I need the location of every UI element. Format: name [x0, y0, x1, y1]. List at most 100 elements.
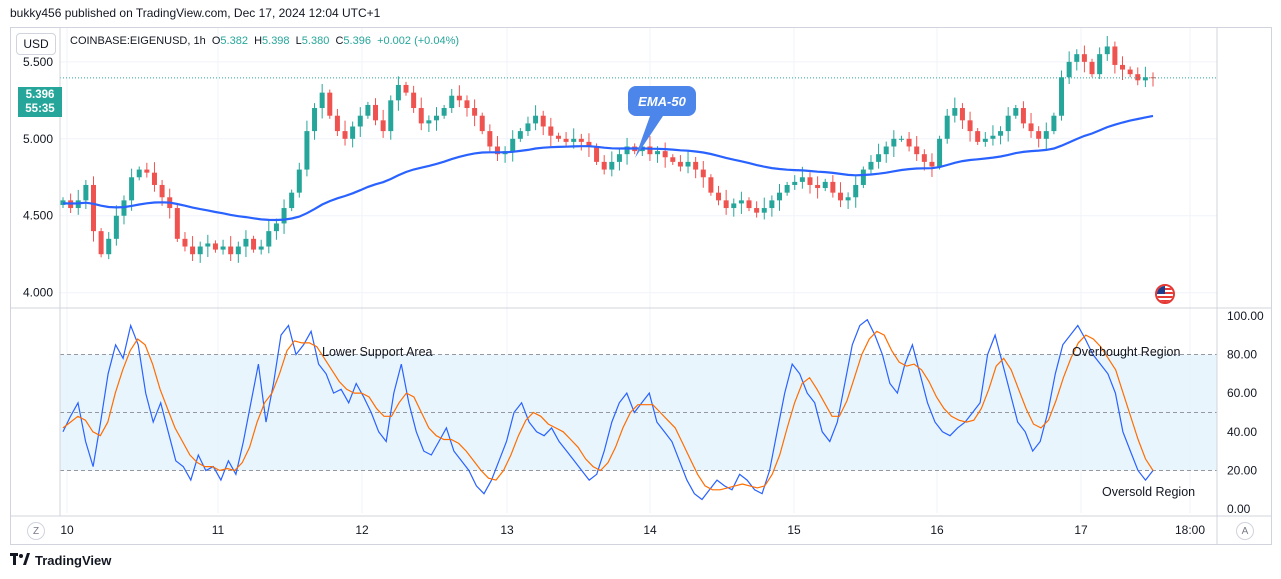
candle-body: [982, 138, 988, 142]
candle-body: [403, 84, 409, 93]
zoom-z-button[interactable]: Z: [27, 522, 45, 540]
candle-body: [807, 177, 813, 185]
candle-body: [350, 126, 356, 139]
candle-body: [190, 246, 196, 255]
candle-body: [616, 154, 622, 162]
last-price: 5.396: [25, 89, 55, 101]
candle-body: [914, 146, 920, 155]
candle-body: [243, 238, 249, 247]
candle-body: [433, 115, 439, 121]
candle-body: [898, 138, 904, 140]
x-tick-label: 12: [355, 523, 369, 537]
stoch-tick-label: 80.00: [1227, 347, 1257, 361]
x-tick-label: 11: [212, 523, 225, 537]
candle-body: [1142, 77, 1148, 81]
candle-body: [174, 208, 180, 239]
candle-body: [563, 138, 569, 142]
high-label: H: [254, 35, 263, 47]
candle-body: [441, 108, 447, 116]
candle-body: [411, 92, 417, 109]
candle-body: [365, 104, 371, 116]
candle-body: [357, 115, 363, 127]
high-value: 5.398: [262, 35, 290, 47]
candle-body: [921, 154, 927, 162]
price-tick-label: 4.500: [23, 209, 53, 223]
currency-button[interactable]: USD: [16, 33, 56, 55]
candle-body: [784, 184, 790, 193]
candle-body: [1081, 54, 1087, 62]
x-tick-label: 18:00: [1175, 523, 1205, 537]
candle-body: [426, 120, 432, 124]
close-label: C: [335, 35, 344, 47]
candle-body: [860, 169, 866, 185]
candle-body: [418, 108, 424, 124]
candle-body: [677, 161, 683, 167]
candle-body: [1020, 108, 1026, 124]
candle-body: [1120, 64, 1126, 70]
candle-body: [548, 126, 554, 136]
candle-body: [792, 181, 798, 185]
axes: 10 11 12 13 14 15 16 17 18:00 5.500 5.000 4.500 4.00…: [10, 28, 1272, 544]
price-tick-label: 5.000: [23, 132, 53, 146]
candle-body: [967, 120, 973, 132]
candle-body: [319, 92, 325, 109]
candle-body: [342, 131, 348, 139]
candle-body: [868, 161, 874, 170]
lower-support-label: Lower Support Area: [322, 345, 433, 359]
candle-body: [1043, 131, 1049, 139]
candle-body: [228, 246, 234, 255]
ema-callout-pointer: [635, 116, 663, 158]
x-tick-label: 16: [930, 523, 944, 537]
candle-body: [1104, 46, 1110, 55]
candle-body: [251, 238, 257, 250]
candle-body: [815, 184, 821, 189]
candle-body: [769, 200, 775, 209]
candle-body: [822, 181, 828, 189]
candle-body: [327, 92, 333, 116]
candle-body: [281, 208, 287, 224]
candle-body: [685, 161, 691, 167]
auto-scale-button[interactable]: A: [1236, 522, 1254, 540]
candle-body: [655, 151, 661, 155]
candle-body: [929, 161, 935, 167]
candle-body: [693, 161, 699, 170]
ema-50-series: [62, 114, 1154, 222]
candle-body: [273, 223, 279, 232]
candle-body: [799, 177, 805, 182]
tradingview-logo-icon: [10, 553, 30, 568]
candle-body: [304, 131, 310, 170]
low-label: L: [295, 35, 302, 47]
candle-body: [937, 138, 943, 167]
candle-body: [594, 146, 600, 162]
tradingview-brand-text: TradingView: [35, 553, 112, 568]
candle-body: [746, 200, 752, 209]
candle-body: [975, 131, 981, 142]
candle-body: [1036, 131, 1042, 139]
candle-body: [113, 215, 119, 239]
candle-body: [624, 146, 630, 155]
stoch-band: [60, 353, 1217, 471]
candle-body: [144, 169, 150, 173]
stochastic-series: [62, 318, 1154, 501]
candle-body: [647, 146, 653, 155]
candle-body: [456, 95, 462, 101]
us-flag-icon[interactable]: [1155, 284, 1175, 304]
candle-body: [205, 243, 211, 247]
price-tick-label: 5.500: [23, 55, 53, 69]
candle-body: [540, 115, 546, 127]
x-tick-label: 14: [643, 523, 657, 537]
candle-body: [662, 151, 668, 158]
x-tick-label: 10: [60, 523, 74, 537]
candle-body: [1013, 108, 1019, 116]
candle-body: [1112, 46, 1118, 65]
candle-body: [578, 138, 584, 142]
candle-body: [1074, 54, 1080, 62]
candle-body: [1005, 115, 1011, 132]
candle-body: [837, 192, 843, 201]
candle-body: [761, 208, 767, 213]
candle-body: [136, 169, 142, 178]
candle-body: [830, 181, 836, 193]
stoch-tick-label: 0.00: [1227, 502, 1251, 516]
candle-body: [197, 246, 203, 255]
